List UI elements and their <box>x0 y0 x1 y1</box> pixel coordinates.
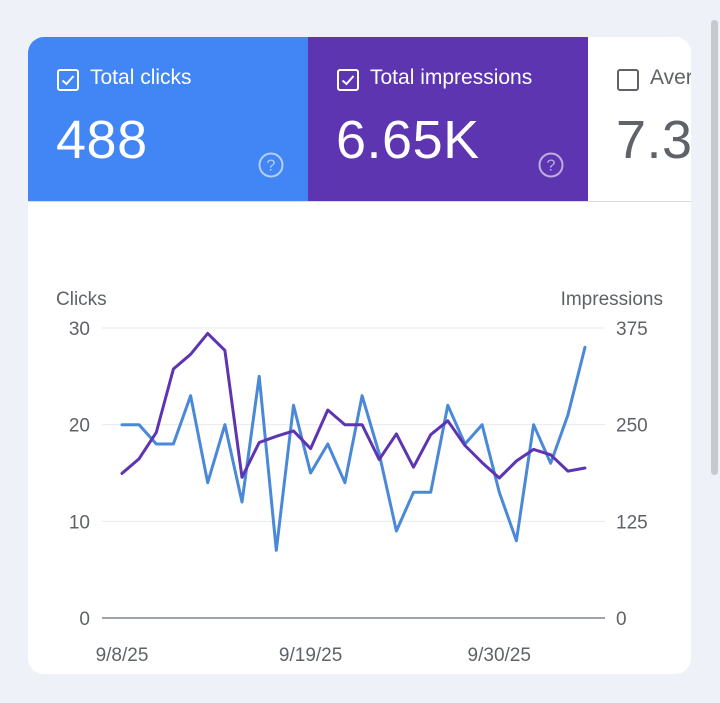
average-ctr-value: 7.3% <box>616 110 691 170</box>
left-axis-label: Clicks <box>56 289 107 310</box>
check-icon <box>341 75 355 86</box>
total-clicks-label: Total clicks <box>90 66 192 89</box>
svg-text:?: ? <box>547 158 556 175</box>
total-impressions-value: 6.65K <box>336 110 480 170</box>
average-ctr-checkbox[interactable] <box>617 69 639 91</box>
clicks-series-line <box>120 345 587 552</box>
right-tick-label: 0 <box>616 609 627 630</box>
total-clicks-value: 488 <box>56 110 148 170</box>
total-impressions-label: Total impressions <box>370 66 533 89</box>
line-chart: Clicks Impressions 0 10 20 30 0 125 250 375 9/… <box>56 289 663 666</box>
svg-text:?: ? <box>267 158 276 175</box>
x-tick-label: 9/30/25 <box>468 645 531 666</box>
total-impressions-checkbox[interactable] <box>337 69 359 91</box>
left-tick-label: 0 <box>79 609 90 630</box>
check-icon <box>61 75 75 86</box>
tile-total-clicks[interactable]: Total clicks 488 ? <box>28 37 308 201</box>
right-tick-label: 375 <box>616 319 648 340</box>
metric-tiles: Total clicks 488 ? Total impressions 6.6… <box>28 37 691 202</box>
x-tick-label: 9/19/25 <box>279 645 342 666</box>
x-tick-label: 9/8/25 <box>96 645 149 666</box>
right-axis-label: Impressions <box>561 289 663 310</box>
help-circle-icon[interactable]: ? <box>537 151 565 179</box>
average-ctr-label: Average CTR <box>650 66 691 89</box>
tile-average-ctr[interactable]: Average CTR 7.3% <box>588 37 691 201</box>
help-circle-icon[interactable]: ? <box>257 151 285 179</box>
left-tick-label: 20 <box>69 416 90 437</box>
total-clicks-checkbox[interactable] <box>57 69 79 91</box>
left-tick-label: 30 <box>69 319 90 340</box>
right-tick-label: 125 <box>616 512 648 533</box>
right-tick-label: 250 <box>616 416 648 437</box>
performance-chart: Clicks Impressions 0 10 20 30 0 125 250 375 9/… <box>28 201 691 674</box>
impressions-series-line <box>120 331 587 480</box>
performance-card: Total clicks 488 ? Total impressions 6.6… <box>28 37 691 674</box>
left-tick-label: 10 <box>69 512 90 533</box>
vertical-scrollbar[interactable] <box>711 20 718 475</box>
tile-total-impressions[interactable]: Total impressions 6.65K ? <box>308 37 588 201</box>
